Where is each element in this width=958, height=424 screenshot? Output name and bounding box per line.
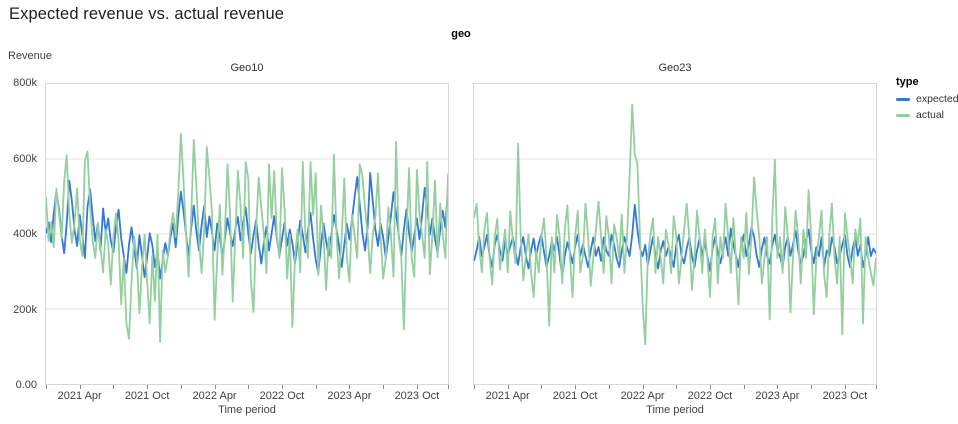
legend-item-label: actual (916, 109, 945, 121)
x-tick (383, 385, 385, 389)
x-tick (710, 385, 711, 389)
legend: type expected actual (896, 76, 958, 125)
x-tick (214, 385, 216, 389)
x-axis-title: Time period (646, 404, 704, 416)
x-tick-label: 2023 Apr (755, 390, 800, 402)
plot-area (45, 83, 449, 385)
x-tick (147, 385, 149, 389)
x-tick (349, 385, 351, 389)
x-tick (474, 385, 475, 389)
x-tick-label: 2023 Oct (822, 390, 868, 402)
x-tick (777, 385, 779, 389)
chart-title: Expected revenue vs. actual revenue (9, 5, 285, 23)
plot-svg (46, 132, 448, 343)
x-tick (180, 385, 182, 389)
facet-title: Geo10 (230, 62, 264, 74)
x-tick-label: 2023 Apr (327, 390, 372, 402)
actual-swatch-icon (896, 113, 910, 117)
x-tick (248, 385, 250, 389)
x-tick (282, 385, 283, 389)
legend-item-expected[interactable]: expected (896, 93, 958, 105)
facet-title: Geo23 (658, 62, 692, 74)
x-tick (79, 385, 81, 389)
x-tick-label: 2022 Oct (259, 390, 305, 402)
x-tick (575, 385, 577, 389)
y-tick-label: 200k (13, 303, 37, 316)
facet-field-title: geo (451, 28, 471, 40)
x-tick (676, 385, 678, 389)
x-tick (448, 385, 449, 389)
x-tick (416, 385, 418, 389)
x-tick-label: 2023 Oct (394, 390, 440, 402)
y-axis-title: Revenue (8, 50, 53, 62)
x-tick-label: 2022 Oct (687, 390, 733, 402)
legend-title: type (896, 76, 919, 88)
x-tick (541, 385, 543, 389)
legend-item-actual[interactable]: actual (896, 109, 958, 121)
facet-panel-geo10: Geo10 Time period 2021 Apr 2021 Oct 2022 A… (45, 62, 449, 416)
y-tick-label: 800k (13, 77, 37, 89)
y-tick-label: 400k (13, 228, 37, 240)
facet-panel-geo23: Geo23 Time period 2021 Apr 2021 Oct 2022 A… (473, 62, 877, 416)
y-tick-label: 0.00 (15, 379, 37, 391)
x-tick (743, 385, 745, 389)
line-actual (474, 103, 876, 346)
x-tick (315, 385, 317, 389)
plot-area (473, 83, 877, 385)
x-tick-label: 2021 Apr (57, 390, 102, 402)
x-tick-label: 2021 Oct (124, 390, 170, 402)
x-tick-label: 2022 Apr (620, 390, 665, 402)
x-tick (876, 385, 877, 389)
x-tick-label: 2021 Apr (485, 390, 530, 402)
x-tick-label: 2022 Apr (192, 390, 237, 402)
x-tick (811, 385, 813, 389)
y-tick-label: 600k (13, 152, 37, 165)
x-tick-label: 2021 Oct (552, 390, 598, 402)
x-tick (46, 385, 47, 389)
plot-svg (474, 103, 876, 346)
x-tick (642, 385, 644, 389)
expected-swatch-icon (896, 97, 910, 101)
line-actual (46, 132, 448, 343)
x-tick (507, 385, 509, 389)
x-tick (608, 385, 610, 389)
x-axis-title: Time period (218, 404, 276, 416)
legend-item-label: expected (916, 93, 958, 105)
x-tick (113, 385, 115, 389)
x-tick (844, 385, 846, 389)
